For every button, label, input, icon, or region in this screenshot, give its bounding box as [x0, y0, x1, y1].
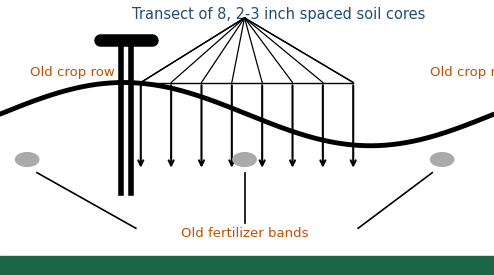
Ellipse shape [232, 152, 257, 167]
Text: Old crop row: Old crop row [30, 66, 115, 79]
Ellipse shape [15, 152, 40, 167]
Ellipse shape [430, 152, 454, 167]
Text: Old fertilizer bands: Old fertilizer bands [181, 227, 308, 240]
Bar [0, 256, 494, 275]
Text: Old crop row: Old crop row [430, 66, 494, 79]
Text: Transect of 8, 2-3 inch spaced soil cores: Transect of 8, 2-3 inch spaced soil core… [132, 7, 426, 22]
